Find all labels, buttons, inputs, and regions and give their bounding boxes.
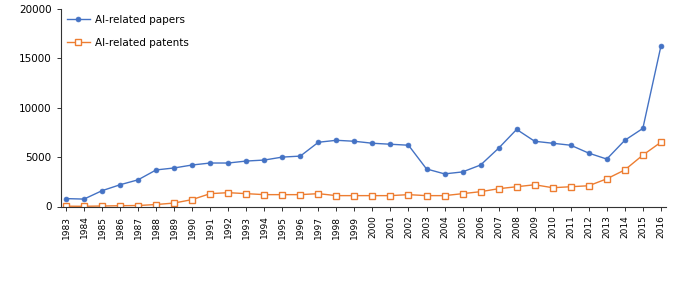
AI-related patents (458, 192, 466, 195)
AI-related papers (62, 197, 70, 200)
AI-related patents (386, 194, 394, 197)
AI-related papers (332, 139, 341, 142)
AI-related patents (332, 194, 341, 197)
AI-related patents (548, 186, 557, 189)
AI-related papers (224, 161, 232, 165)
AI-related papers (585, 151, 593, 155)
AI-related papers (80, 197, 88, 201)
AI-related papers (170, 166, 178, 170)
AI-related patents (621, 168, 629, 172)
AI-related papers (404, 143, 413, 147)
Legend: AI-related papers, AI-related patents: AI-related papers, AI-related patents (64, 12, 192, 51)
AI-related papers (513, 128, 521, 131)
AI-related papers (242, 159, 250, 163)
AI-related patents (242, 192, 250, 195)
AI-related patents (495, 187, 503, 191)
AI-related patents (423, 194, 431, 197)
AI-related patents (134, 204, 142, 207)
AI-related papers (260, 158, 269, 162)
AI-related papers (441, 172, 449, 176)
AI-related papers (152, 168, 160, 172)
AI-related papers (314, 140, 322, 144)
Line: AI-related papers: AI-related papers (63, 44, 664, 201)
AI-related patents (116, 204, 124, 207)
AI-related papers (476, 163, 485, 167)
AI-related papers (206, 161, 214, 165)
AI-related patents (260, 193, 269, 196)
AI-related patents (278, 193, 286, 196)
AI-related patents (152, 203, 160, 206)
AI-related patents (530, 183, 538, 186)
AI-related papers (296, 154, 304, 158)
AI-related papers (116, 183, 124, 186)
AI-related papers (567, 143, 575, 147)
AI-related patents (98, 204, 106, 208)
AI-related papers (386, 142, 394, 146)
AI-related patents (296, 193, 304, 196)
AI-related patents (170, 201, 178, 205)
AI-related papers (423, 167, 431, 171)
AI-related patents (351, 194, 359, 197)
AI-related papers (639, 127, 647, 130)
AI-related patents (224, 191, 232, 194)
AI-related patents (441, 194, 449, 197)
AI-related patents (62, 204, 70, 208)
AI-related patents (188, 198, 197, 201)
AI-related patents (603, 177, 611, 181)
AI-related papers (458, 170, 466, 174)
AI-related patents (585, 184, 593, 188)
Line: AI-related patents: AI-related patents (63, 140, 664, 209)
AI-related papers (278, 155, 286, 159)
AI-related papers (351, 140, 359, 143)
AI-related patents (657, 140, 665, 144)
AI-related papers (188, 163, 197, 167)
AI-related papers (368, 142, 376, 145)
AI-related papers (657, 45, 665, 48)
AI-related papers (98, 189, 106, 192)
AI-related patents (80, 204, 88, 208)
AI-related papers (134, 178, 142, 182)
AI-related papers (621, 139, 629, 142)
AI-related patents (206, 192, 214, 195)
AI-related patents (314, 192, 322, 195)
AI-related papers (548, 142, 557, 145)
AI-related patents (567, 185, 575, 189)
AI-related patents (476, 190, 485, 194)
AI-related patents (368, 194, 376, 197)
AI-related patents (513, 185, 521, 189)
AI-related papers (530, 140, 538, 143)
AI-related patents (404, 193, 413, 196)
AI-related papers (603, 157, 611, 161)
AI-related papers (495, 146, 503, 150)
AI-related patents (639, 153, 647, 157)
